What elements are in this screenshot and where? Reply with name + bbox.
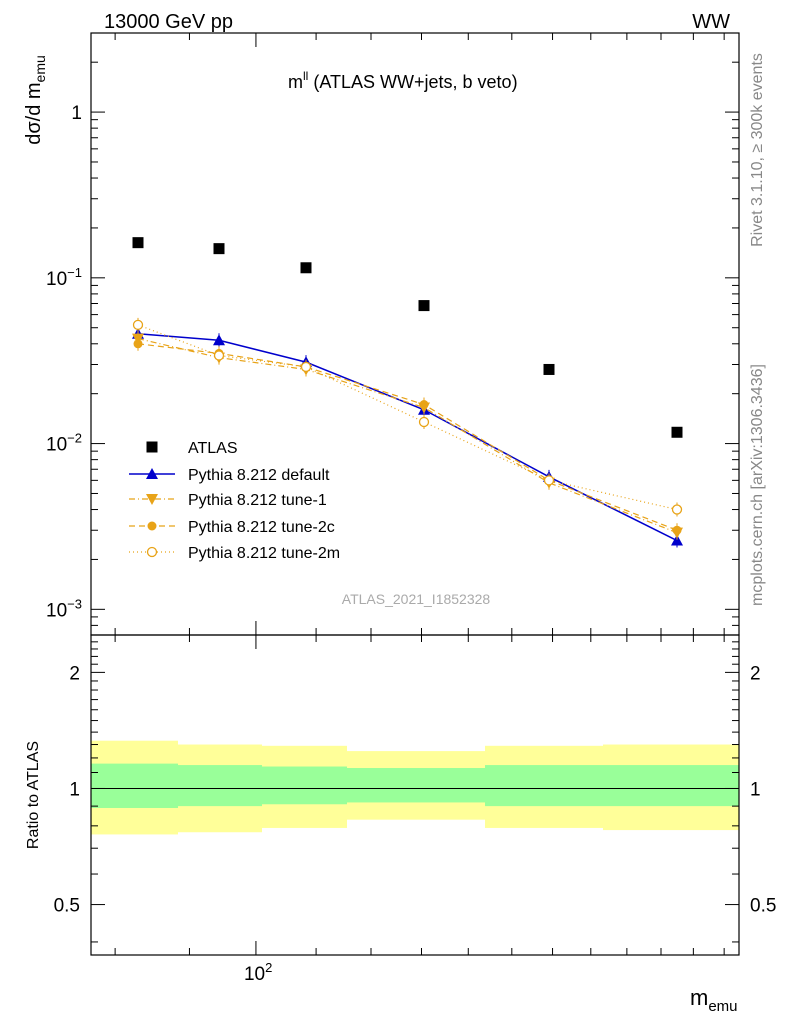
y-tick-label: 10−1 [46,265,82,290]
data-point [543,475,555,486]
legend-marker [146,468,158,479]
x-tick-label: 102 [244,960,272,985]
data-point [671,426,683,438]
bottom-panel: 0.5 0.5 1 1 2 2 [54,634,776,956]
legend-label: Pythia 8.212 tune-1 [188,492,327,509]
data-point [213,243,225,255]
ratio-band-green [603,765,739,807]
legend-marker [146,441,158,453]
data-point [671,504,683,515]
legend-marker [146,546,158,558]
data-point [132,319,144,331]
header-right: WW [692,11,730,33]
legend-label: Pythia 8.212 tune-2m [188,545,340,562]
series-line [137,343,678,531]
ratio-tick-label-right: 2 [750,663,761,684]
ratio-band-green [262,766,347,805]
header-left: 13000 GeV pp [104,11,233,33]
ratio-band-green [347,768,485,803]
legend-marker [146,494,158,505]
legend-label: Pythia 8.212 tune-2c [188,519,335,536]
data-point [418,416,430,428]
data-point [671,534,683,546]
ratio-tick-label-left: 1 [69,779,80,800]
x-axis-label: memu [690,985,738,1015]
legend: ATLAS Pythia 8.212 default Pythia 8.212 tu… [129,440,340,562]
data-point [213,334,225,346]
data-point [543,363,555,375]
ratio-tick-label-left: 2 [69,663,80,684]
ratio-band-green [91,763,178,808]
legend-label: ATLAS [188,440,238,457]
ratio-ylabel: Ratio to ATLAS [25,741,42,849]
plot-title: mll (ATLAS WW+jets, b veto) [288,69,518,92]
data-point [213,350,225,361]
ratio-tick-label-right: 0.5 [750,896,776,917]
ratio-band-green [178,765,262,807]
y-tick-label: 10−3 [46,596,82,621]
data-point [133,339,143,349]
rivet-label: Rivet 3.1.10, ≥ 300k events [749,53,766,247]
data-point [418,300,430,312]
x-axis: 102 [114,33,725,985]
legend-marker [147,521,157,531]
data-point [132,237,144,249]
data-point [300,262,312,274]
series-line [137,337,678,534]
y-tick-label: 1 [71,103,82,124]
ratio-tick-label-right: 1 [750,779,761,800]
series-line [137,332,678,542]
analysis-watermark: ATLAS_2021_I1852328 [342,591,491,607]
bottom-frame [90,634,740,956]
y-tick-label: 10−2 [46,431,82,456]
ratio-band-green [485,765,603,807]
mcplots-label: mcplots.cern.ch [arXiv:1306.3436] [749,364,766,606]
ratio-tick-label-left: 0.5 [54,896,80,917]
data-point [419,400,429,410]
data-point [300,361,312,373]
legend-label: Pythia 8.212 default [188,467,330,484]
data-point [672,525,682,535]
series-line [137,324,678,511]
top-panel: 10−3 10−2 10−1 1 [46,32,740,636]
top-ylabel: dσ/d memu [23,55,48,145]
